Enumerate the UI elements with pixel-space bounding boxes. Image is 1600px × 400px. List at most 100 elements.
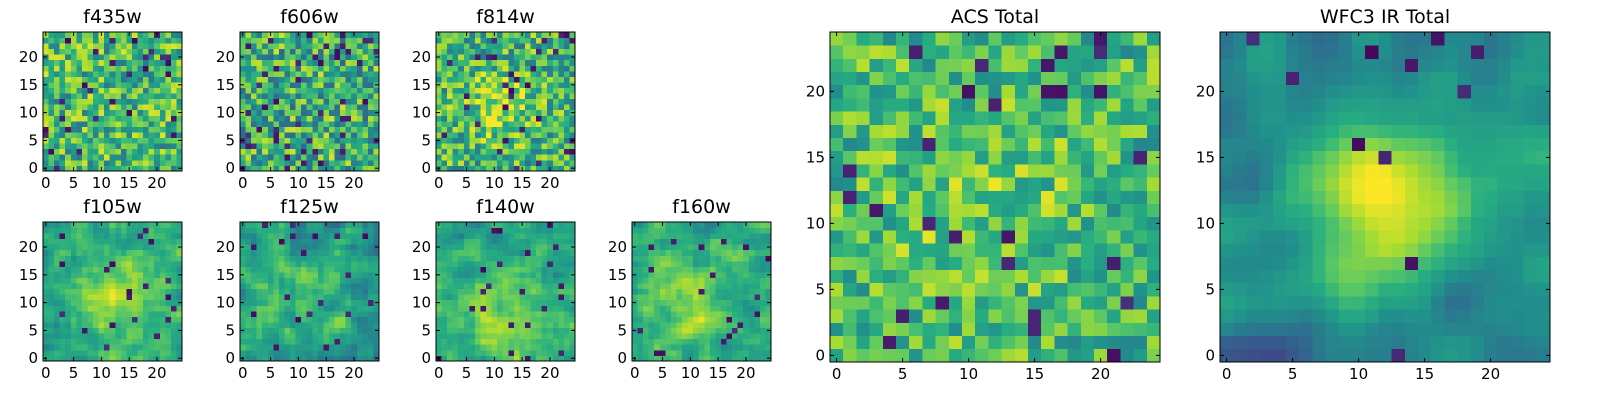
heatmap-cell xyxy=(54,54,61,61)
heatmap-cell xyxy=(436,260,442,267)
heatmap-cell xyxy=(715,283,722,290)
heatmap-cell xyxy=(474,37,481,44)
heatmap-cell xyxy=(148,272,155,278)
heatmap-cell xyxy=(240,76,246,83)
heatmap-cell xyxy=(93,65,99,72)
heatmap-cell xyxy=(513,54,520,61)
heatmap-cell xyxy=(670,272,677,278)
heatmap-cell xyxy=(137,82,144,88)
heatmap-cell xyxy=(76,272,83,278)
heatmap-cell xyxy=(843,282,857,297)
heatmap-cell xyxy=(59,43,66,50)
heatmap-cell xyxy=(87,82,94,88)
heatmap-cell xyxy=(59,70,66,77)
heatmap-cell xyxy=(367,316,374,323)
heatmap-cell xyxy=(637,322,644,329)
heatmap-cell xyxy=(480,115,487,122)
heatmap-cell xyxy=(240,115,246,122)
heatmap-cell xyxy=(693,222,700,228)
heatmap-cell xyxy=(486,260,492,267)
heatmap-cell xyxy=(524,43,531,50)
heatmap-cell xyxy=(530,233,537,240)
heatmap-cell xyxy=(290,65,296,72)
heatmap-cell xyxy=(948,269,963,284)
heatmap-cell xyxy=(732,322,739,329)
heatmap-cell xyxy=(165,65,172,72)
heatmap-cell xyxy=(693,327,700,334)
heatmap-cell xyxy=(737,266,744,273)
heatmap-cell xyxy=(165,227,172,234)
heatmap-cell xyxy=(126,104,133,111)
heatmap-cell xyxy=(1054,309,1068,323)
heatmap-cell xyxy=(1028,282,1042,297)
heatmap-cell xyxy=(502,87,509,94)
heatmap-cell xyxy=(541,70,548,77)
heatmap-cell xyxy=(312,327,319,334)
heatmap-cell xyxy=(98,249,105,256)
heatmap-cell xyxy=(698,355,705,362)
heatmap-cell xyxy=(93,322,99,329)
heatmap-cell xyxy=(536,165,543,172)
heatmap-cell xyxy=(687,266,694,273)
heatmap-cell xyxy=(765,344,772,351)
heatmap-cell xyxy=(948,177,963,191)
heatmap-cell xyxy=(278,327,285,334)
heatmap-cell xyxy=(54,322,61,329)
heatmap-cell xyxy=(267,288,274,295)
heatmap-cell xyxy=(536,233,543,240)
heatmap-cell xyxy=(87,305,94,312)
heatmap-cell xyxy=(458,120,465,127)
heatmap-cell xyxy=(362,54,369,61)
heatmap-cell xyxy=(154,143,161,150)
heatmap-cell xyxy=(131,283,138,290)
heatmap-cell xyxy=(436,132,442,139)
heatmap-cell xyxy=(301,233,308,240)
heatmap-cell xyxy=(240,154,246,161)
heatmap-cell xyxy=(447,355,454,362)
heatmap-cell xyxy=(240,288,246,295)
heatmap-cell xyxy=(436,349,442,356)
heatmap-cell xyxy=(367,148,374,155)
heatmap-cell xyxy=(143,260,150,267)
heatmap-cell xyxy=(458,277,465,284)
heatmap-cell xyxy=(176,87,183,94)
heatmap-cell xyxy=(251,76,258,83)
heatmap-cell xyxy=(59,98,66,105)
heatmap-cell xyxy=(441,37,448,44)
heatmap-cell xyxy=(469,305,476,312)
heatmap-cell xyxy=(312,238,319,245)
heatmap-cell xyxy=(1054,282,1068,297)
heatmap-cell xyxy=(131,132,138,139)
heatmap-cell xyxy=(54,115,61,122)
heatmap-cell xyxy=(143,59,150,66)
heatmap-cell xyxy=(284,43,291,50)
heatmap-cell xyxy=(267,137,274,144)
heatmap-cell xyxy=(458,283,465,290)
heatmap-cell xyxy=(70,227,77,234)
heatmap-cell xyxy=(541,165,548,172)
heatmap-cell xyxy=(563,137,570,144)
heatmap-cell xyxy=(547,104,554,111)
heatmap-cell xyxy=(474,43,481,50)
heatmap-cell xyxy=(93,283,99,290)
heatmap-cell xyxy=(558,333,565,340)
heatmap-cell xyxy=(748,327,755,334)
heatmap-cell xyxy=(480,238,487,245)
heatmap-cell xyxy=(1133,203,1148,218)
heatmap-cell xyxy=(536,59,543,66)
heatmap-cell xyxy=(530,283,537,290)
heatmap-cell xyxy=(70,82,77,88)
heatmap-cell xyxy=(1067,177,1082,191)
heatmap-cell xyxy=(909,190,923,204)
heatmap-cell xyxy=(256,227,263,234)
heatmap-cell xyxy=(676,316,683,323)
heatmap-cell xyxy=(70,137,77,144)
heatmap-cell xyxy=(70,115,77,122)
heatmap-cell xyxy=(284,59,291,66)
heatmap-cell xyxy=(340,244,347,251)
heatmap-cell xyxy=(109,132,116,139)
heatmap-cell xyxy=(497,316,504,323)
heatmap-cell xyxy=(312,54,319,61)
heatmap-cell xyxy=(491,109,498,116)
heatmap-cell xyxy=(267,82,274,88)
